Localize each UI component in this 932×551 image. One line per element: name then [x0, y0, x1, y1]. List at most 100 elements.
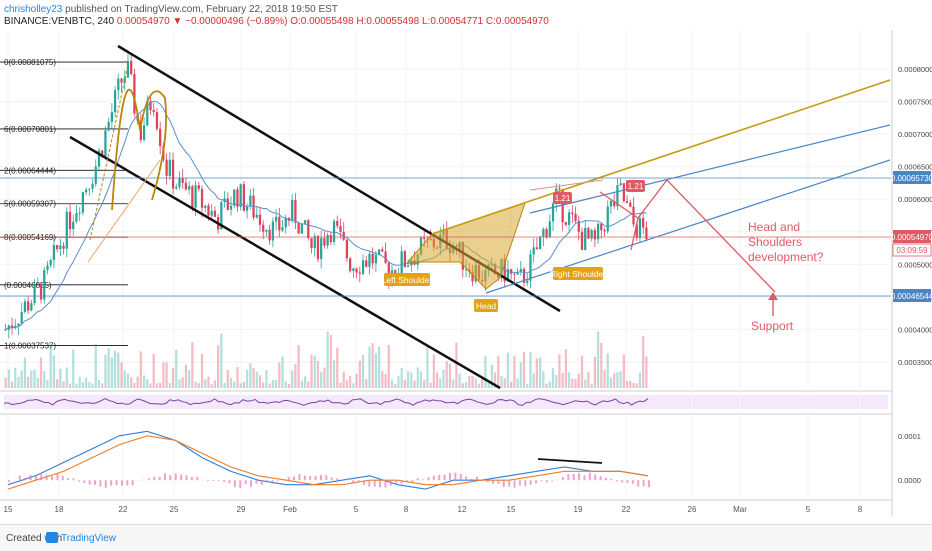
volume-bar — [21, 370, 23, 388]
macd-histogram-bar — [325, 475, 327, 480]
macd-histogram-bar — [164, 473, 166, 480]
macd-histogram-bar — [578, 473, 580, 480]
volume-bar — [191, 342, 193, 388]
volume-bar — [397, 376, 399, 388]
highlight-lower-box: 0.00046544 — [891, 289, 932, 302]
macd-histogram-bar — [207, 480, 209, 481]
candle-body — [375, 255, 377, 264]
candle-body — [275, 217, 277, 222]
macd-histogram-bar — [212, 480, 214, 481]
time-tick-label: 12 — [458, 505, 467, 514]
volume-bar — [359, 361, 361, 388]
macd-histogram-bar — [78, 480, 80, 481]
candle-body — [629, 203, 631, 207]
candle-body — [346, 240, 348, 259]
volume-bar — [372, 343, 374, 388]
candle-body — [43, 270, 45, 299]
volume-bar — [17, 377, 19, 388]
rsi-band — [4, 395, 888, 409]
volume-bar — [204, 379, 206, 388]
volume-bar — [249, 363, 251, 388]
volume-bar — [430, 383, 432, 388]
left-shoulder-label: Left Shoulder — [382, 273, 433, 286]
volume-bar — [333, 360, 335, 388]
volume-bar — [594, 357, 596, 388]
macd-histogram-bar — [535, 480, 537, 483]
tradingview-brand[interactable]: TradingView — [61, 533, 116, 544]
candle-body — [108, 122, 110, 131]
macd-histogram-bar — [142, 480, 144, 481]
volume-bar — [120, 362, 122, 388]
macd-histogram-bar — [530, 480, 532, 485]
candle-body — [259, 215, 261, 225]
volume-bar — [484, 356, 486, 388]
macd-histogram-bar — [67, 478, 69, 480]
volume-bar — [465, 382, 467, 388]
macd-histogram-bar — [30, 475, 32, 480]
macd-histogram-bar — [427, 477, 429, 480]
candle-body — [320, 238, 322, 259]
candle-body — [201, 189, 203, 208]
volume-bar — [259, 375, 261, 388]
volume-bar — [523, 352, 525, 388]
volume-bar — [365, 379, 367, 388]
volume-bar — [72, 350, 74, 388]
macd-histogram-bar — [336, 478, 338, 480]
candle-body — [384, 251, 386, 263]
volume-bar — [339, 382, 341, 388]
volume-bar — [175, 350, 177, 388]
candle-body — [359, 273, 361, 274]
price-chart[interactable]: 0(0.00081075)6(0.00070801)2(0.00064444)5… — [0, 0, 932, 520]
macd-histogram-bar — [245, 480, 247, 484]
candle-body — [227, 198, 229, 209]
candle-body — [362, 260, 364, 273]
candle-body — [301, 224, 303, 234]
candle-body — [298, 223, 300, 234]
candle-body — [552, 204, 554, 222]
volume-bar — [294, 364, 296, 388]
candle-body — [310, 238, 312, 248]
support-text: Support — [751, 319, 794, 333]
volume-bar — [108, 348, 110, 388]
price-axis[interactable]: 0.000800000.000750000.000700000.00065000… — [898, 65, 932, 367]
candle-body — [169, 160, 171, 176]
candle-body — [339, 226, 341, 232]
macd-histogram-bar — [583, 475, 585, 480]
candle-body — [127, 61, 129, 78]
volume-bar — [455, 342, 457, 388]
volume-bar — [352, 383, 354, 388]
candle-body — [85, 190, 87, 192]
candle-body — [256, 215, 258, 218]
right-shoulder-label: Right Shoulder — [550, 267, 606, 280]
volume-bar — [243, 382, 245, 388]
candle-body — [355, 268, 357, 272]
volume-bar — [626, 381, 628, 388]
volume-bar — [549, 381, 551, 388]
volume-bar — [603, 370, 605, 388]
macd-histogram-bar — [126, 480, 128, 485]
fib-level-label: 2(0.00064444) — [4, 166, 56, 175]
volume-bar — [298, 345, 300, 388]
volume-bar — [581, 356, 583, 388]
macd-histogram-bar — [288, 477, 290, 480]
volume-bar — [378, 347, 380, 388]
volume-bar — [623, 354, 625, 388]
macd-histogram-bar — [250, 480, 252, 486]
candle-body — [198, 185, 200, 189]
macd-histogram-bar — [105, 480, 107, 488]
candle-body — [294, 200, 296, 223]
volume-bar — [578, 374, 580, 388]
macd-tick-label: 0.0000 — [898, 476, 921, 485]
volume-bar — [104, 355, 106, 388]
candle-body — [265, 230, 267, 232]
macd-histogram-bar — [643, 480, 645, 486]
volume-bar — [256, 372, 258, 388]
volume-bar — [214, 380, 216, 388]
svg-text:03:09:59: 03:09:59 — [896, 246, 928, 255]
macd-histogram-bar — [497, 480, 499, 484]
volume-bar — [227, 370, 229, 388]
volume-bar — [8, 369, 10, 388]
macd-histogram-bar — [476, 477, 478, 480]
